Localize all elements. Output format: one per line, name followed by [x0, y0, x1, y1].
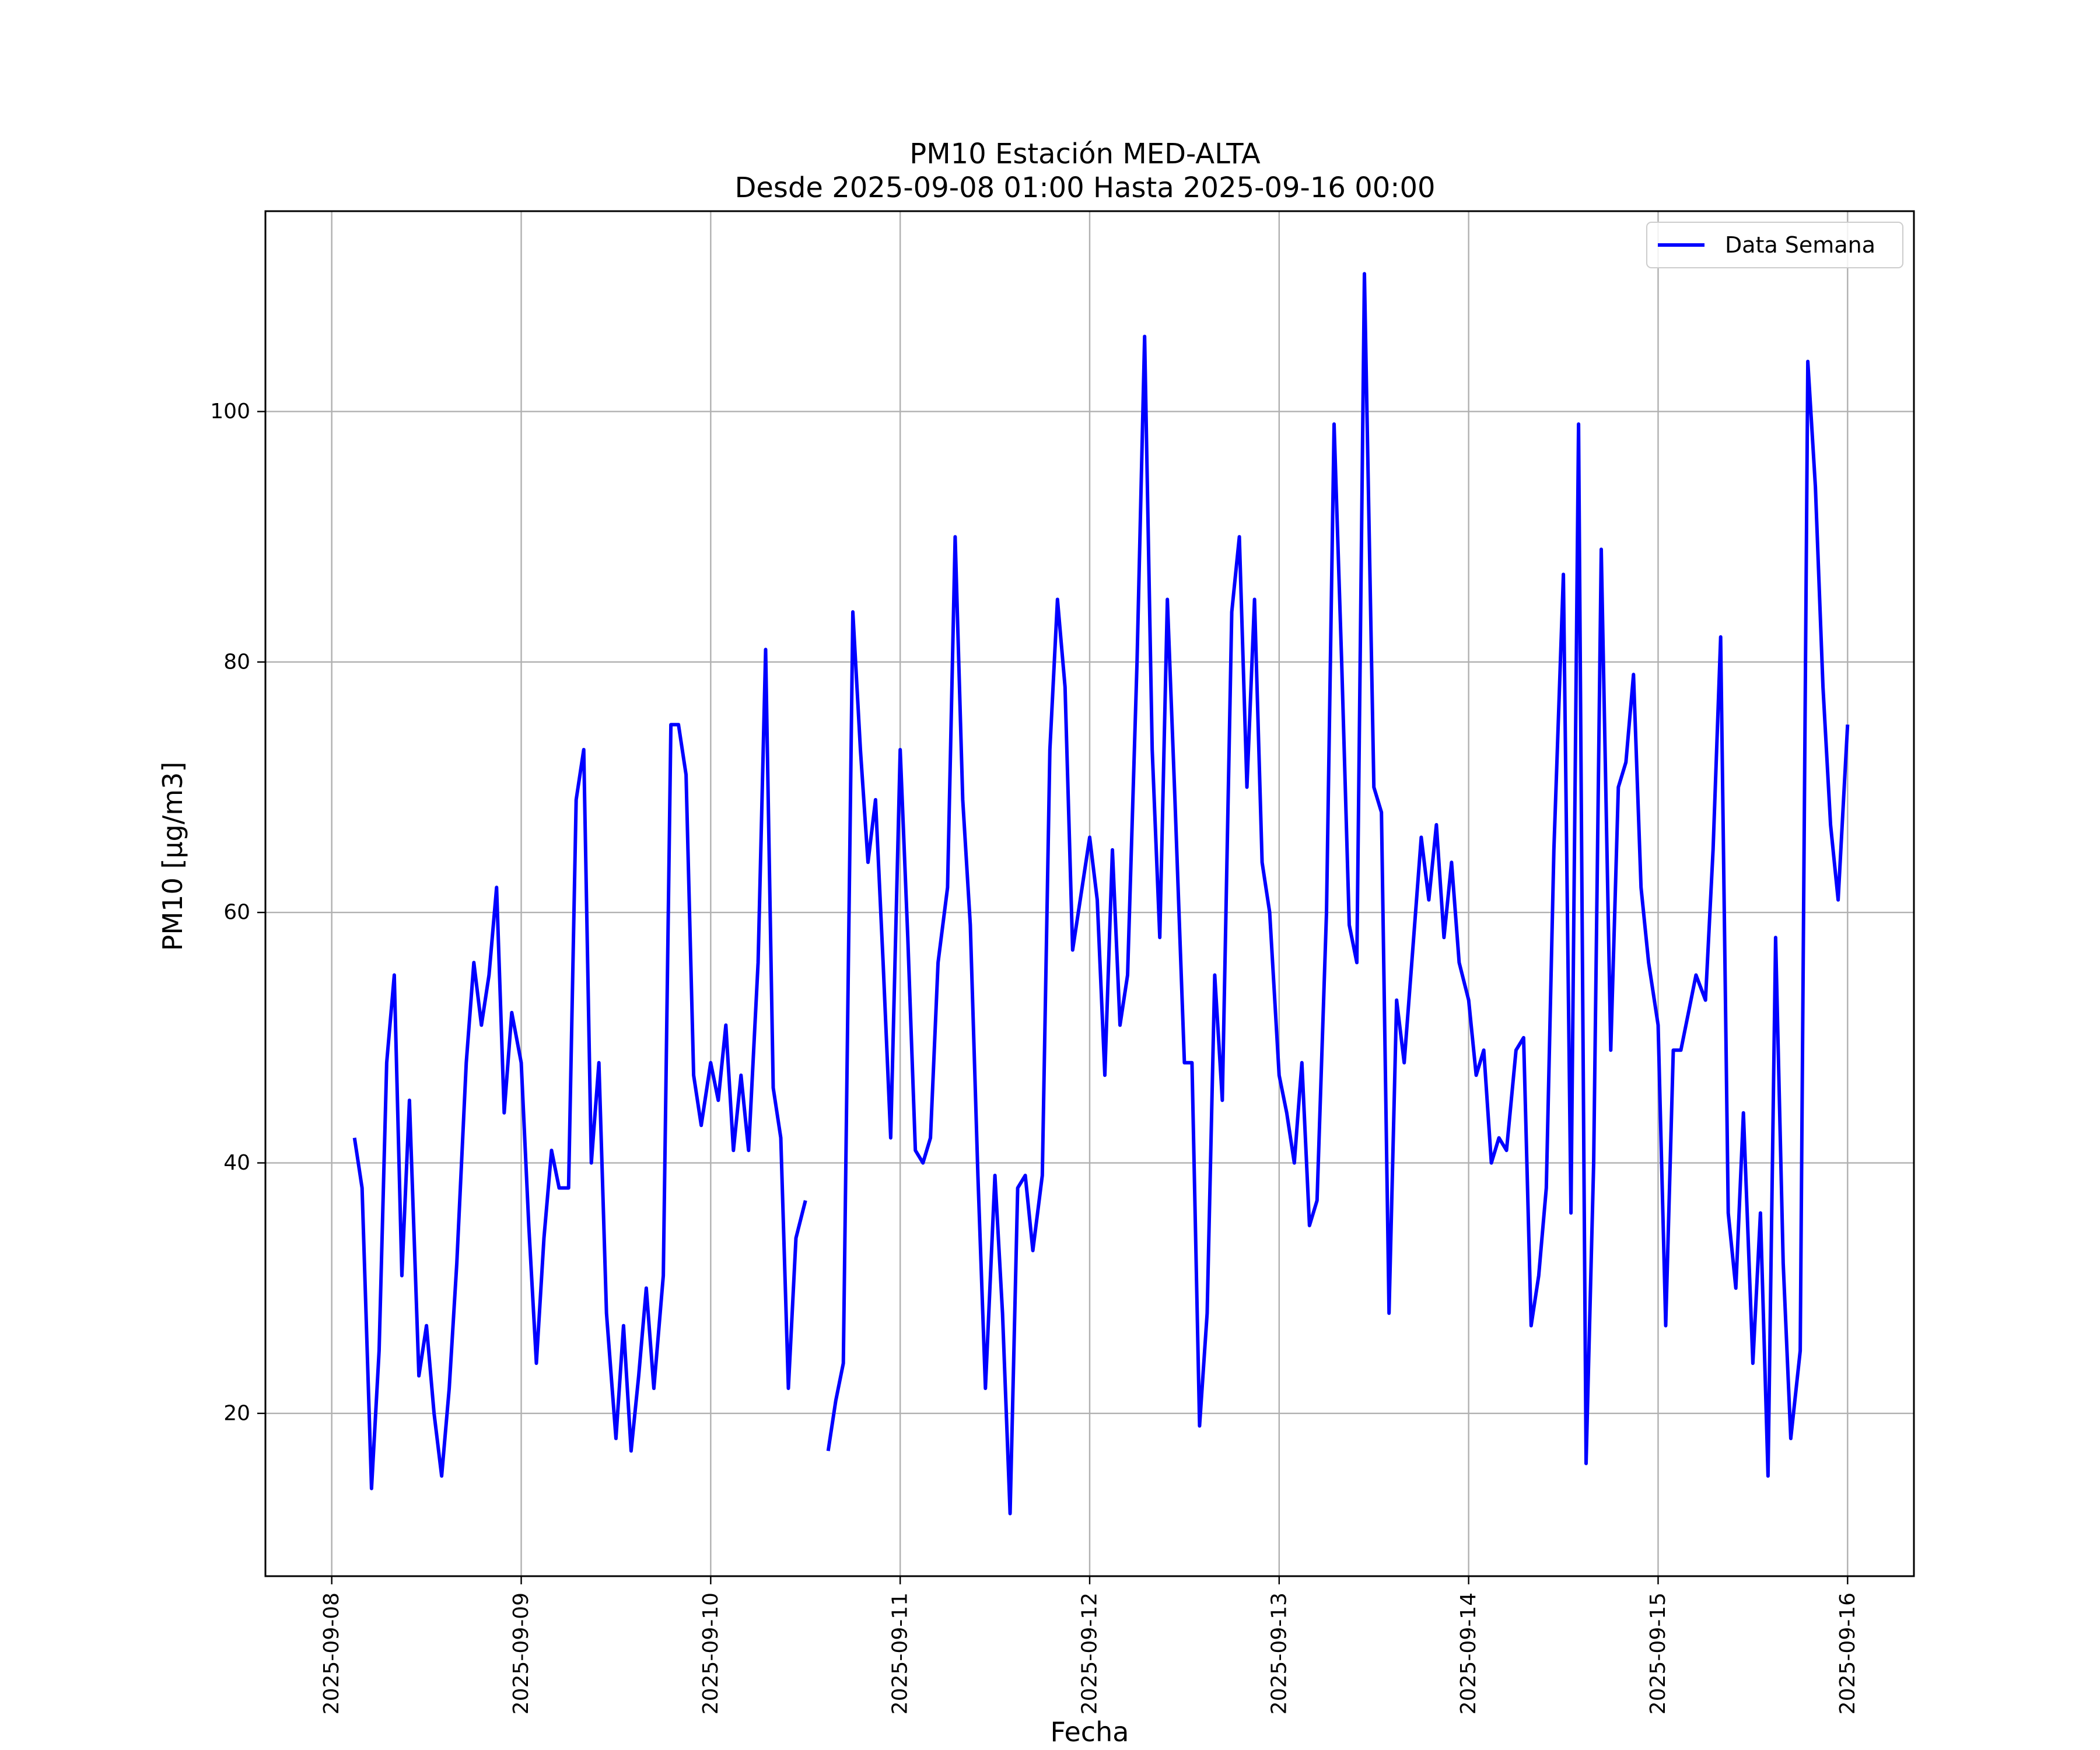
series-line-data-semana [826, 272, 1850, 1516]
chart-title-line2: Desde 2025-09-08 01:00 Hasta 2025-09-16 … [734, 172, 1435, 204]
x-tick-label: 2025-09-11 [888, 1592, 912, 1714]
series-line-data-semana [352, 648, 807, 1490]
y-tick-label: 40 [223, 1151, 250, 1175]
y-tick-label: 60 [223, 901, 250, 925]
y-axis-title: PM10 [µg/m3] [157, 762, 188, 951]
y-axis-ticks: 20 40 60 80 100 [210, 400, 265, 1425]
series-layer [352, 272, 1850, 1516]
x-tick-label: 2025-09-09 [509, 1592, 533, 1714]
x-tick-label: 2025-09-12 [1078, 1592, 1102, 1714]
x-tick-label: 2025-09-13 [1267, 1592, 1291, 1714]
x-tick-label: 2025-09-16 [1836, 1592, 1860, 1714]
legend-box [1646, 222, 1903, 268]
x-tick-label: 2025-09-15 [1646, 1592, 1670, 1714]
x-axis-ticks: 2025-09-08 2025-09-09 2025-09-10 2025-09-11… [320, 1576, 1860, 1714]
chart-title-line1: PM10 Estación MED-ALTA [909, 138, 1261, 170]
x-tick-label: 2025-09-10 [699, 1592, 723, 1714]
y-tick-label: 100 [210, 400, 250, 424]
plot-frame [264, 210, 1915, 1577]
x-tick-label: 2025-09-14 [1457, 1592, 1480, 1714]
x-axis-title: Fecha [1051, 1716, 1129, 1748]
legend-label: Data Semana [1725, 232, 1875, 258]
y-tick-label: 80 [223, 650, 250, 674]
legend: Data Semana [1646, 222, 1903, 268]
x-tick-label: 2025-09-08 [320, 1592, 344, 1714]
grid-lines [265, 211, 1914, 1576]
y-tick-label: 20 [223, 1401, 250, 1425]
